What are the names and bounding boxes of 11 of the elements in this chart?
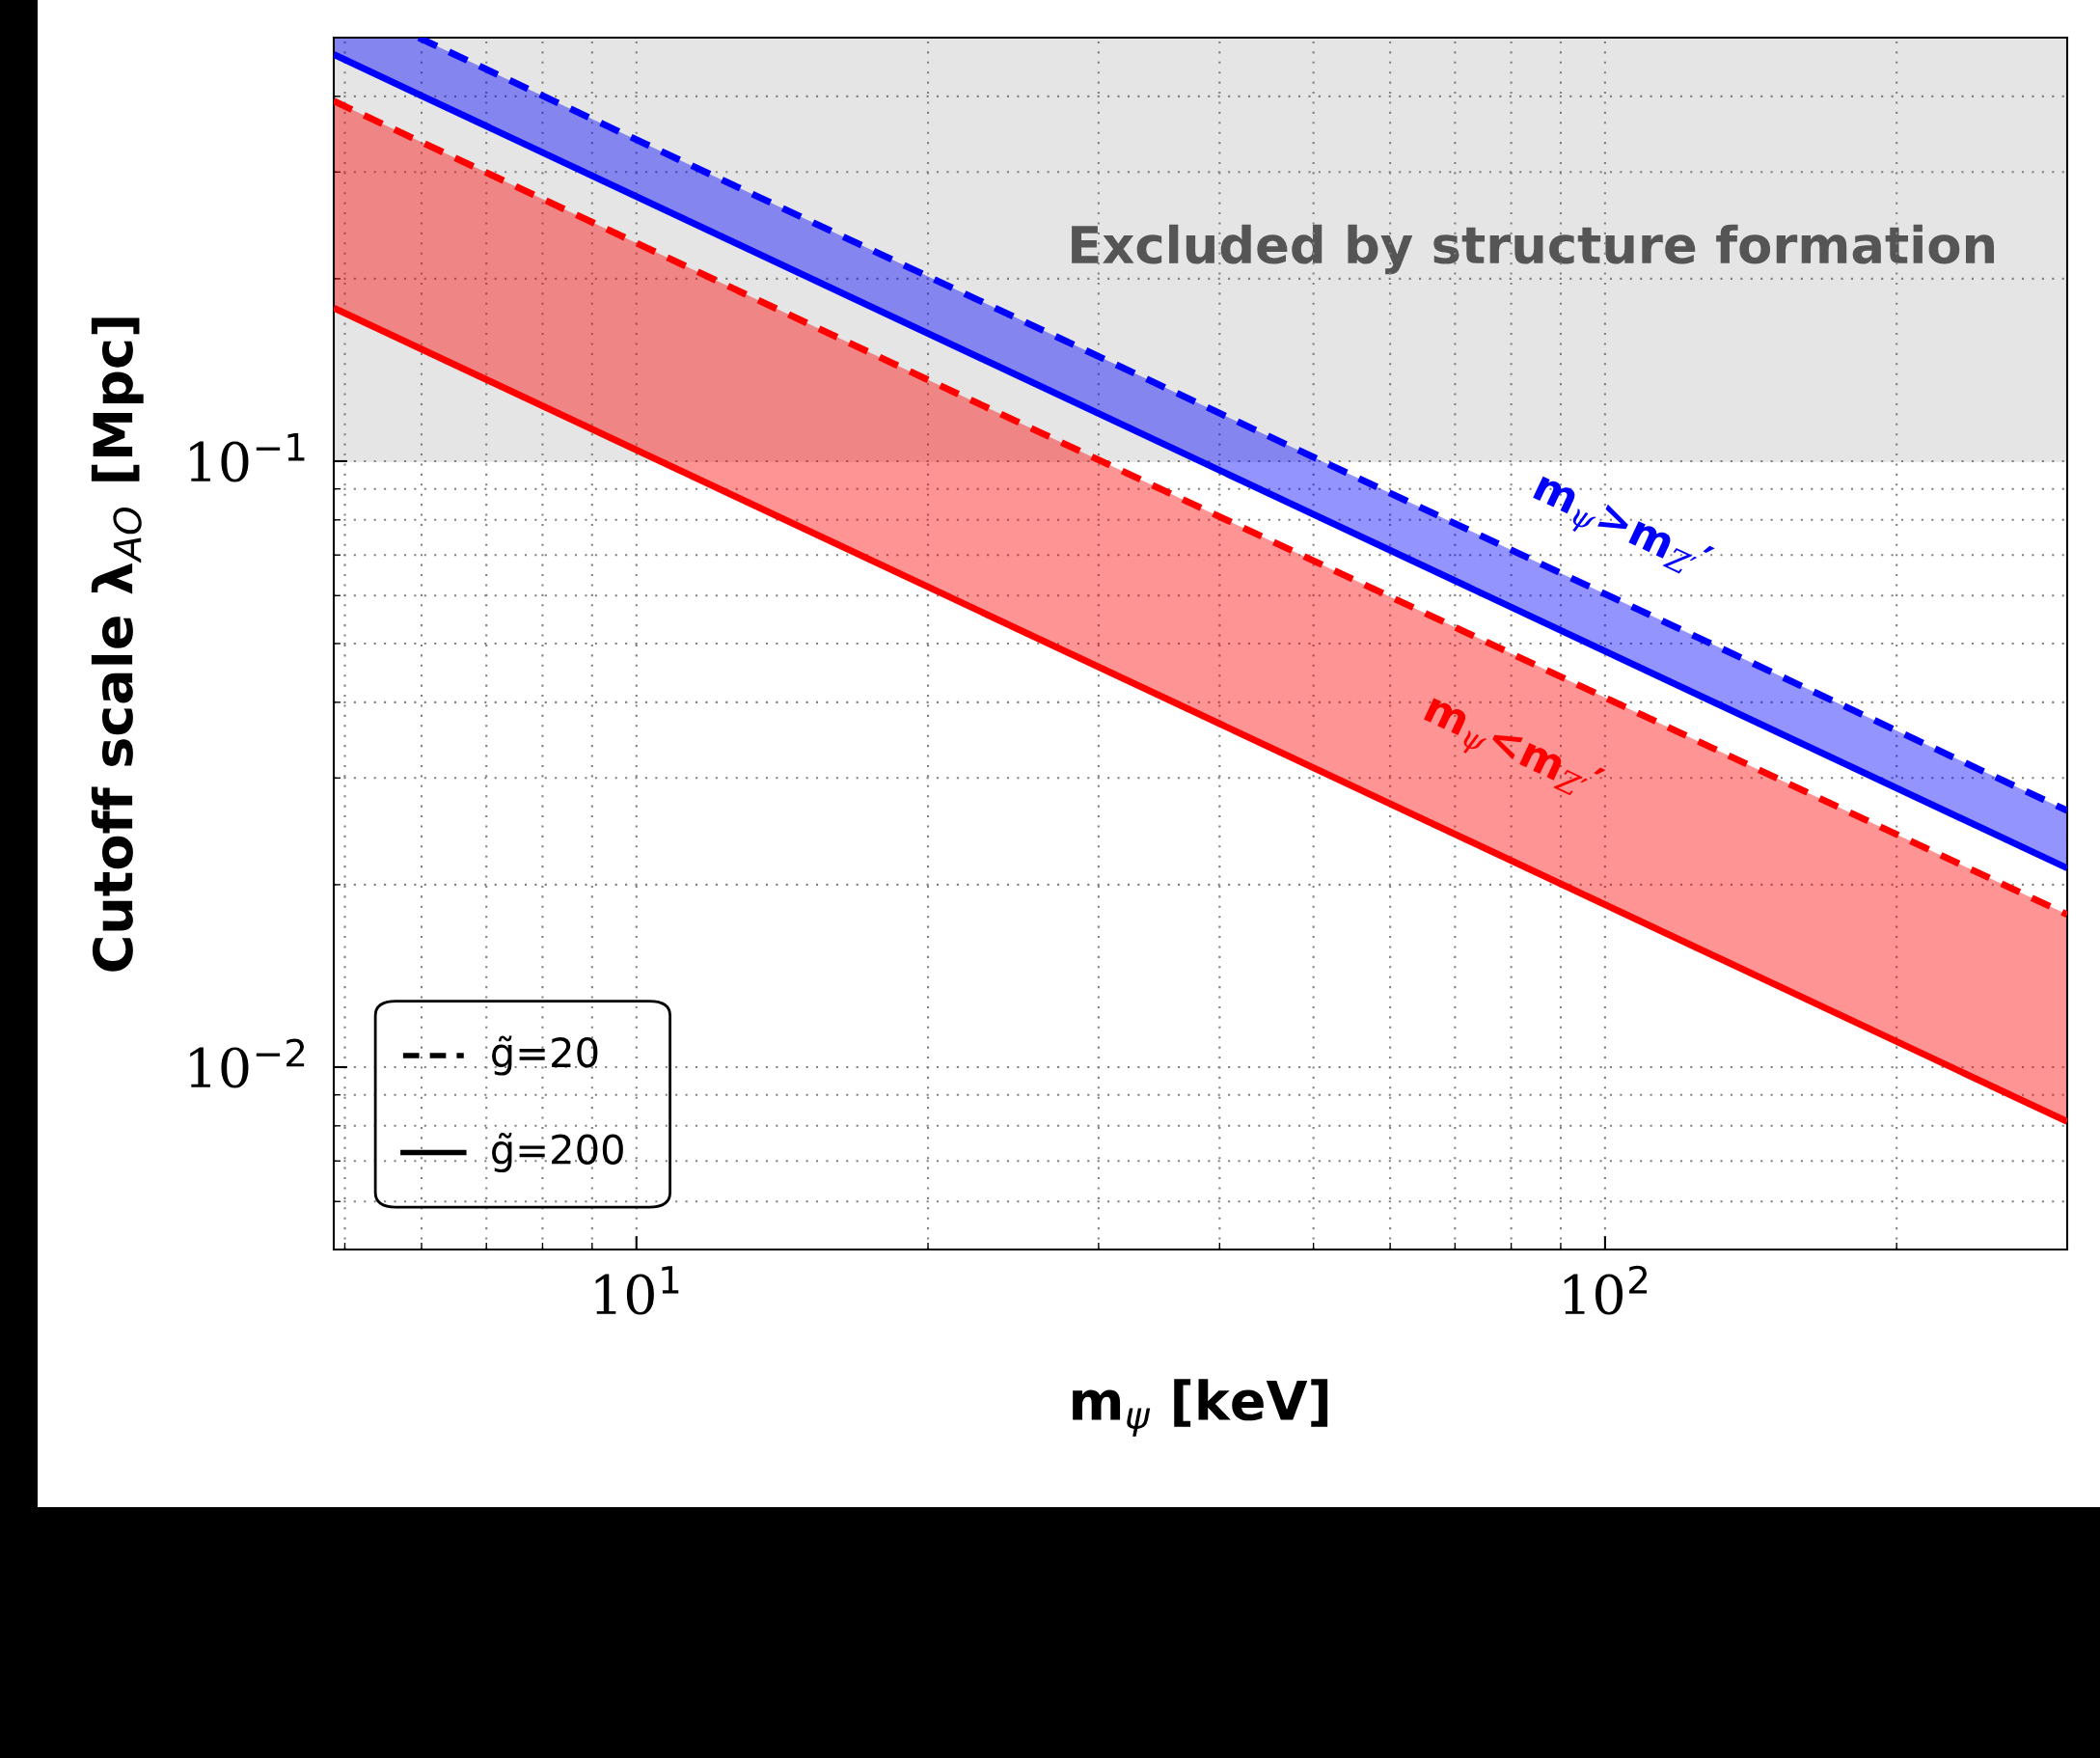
x-axis-title: m$_{ψ}$ [keV] [1073,1379,1328,1437]
y-axis-title: Cutoff scale λ$_{AO}$ [Mpc] [91,317,144,972]
y-tick-label: 10$^{−1}$ [190,433,305,482]
annotation: g̃=20 [492,1035,598,1076]
annotation: m$_{ψ}$<m$_{Z′}$′ [1418,691,1606,810]
band-label: Excluded by structure formation [1072,224,1995,275]
x-tick-label: 10$^{1}$ [595,1266,679,1315]
x-tick-label: 10$^{2}$ [1564,1265,1648,1315]
annotation: g̃=200 [492,1133,623,1173]
annotation: m$_{ψ}$>m$_{Z′}$′ [1527,469,1715,589]
y-tick-label: 10$^{−2}$ [190,1038,305,1088]
